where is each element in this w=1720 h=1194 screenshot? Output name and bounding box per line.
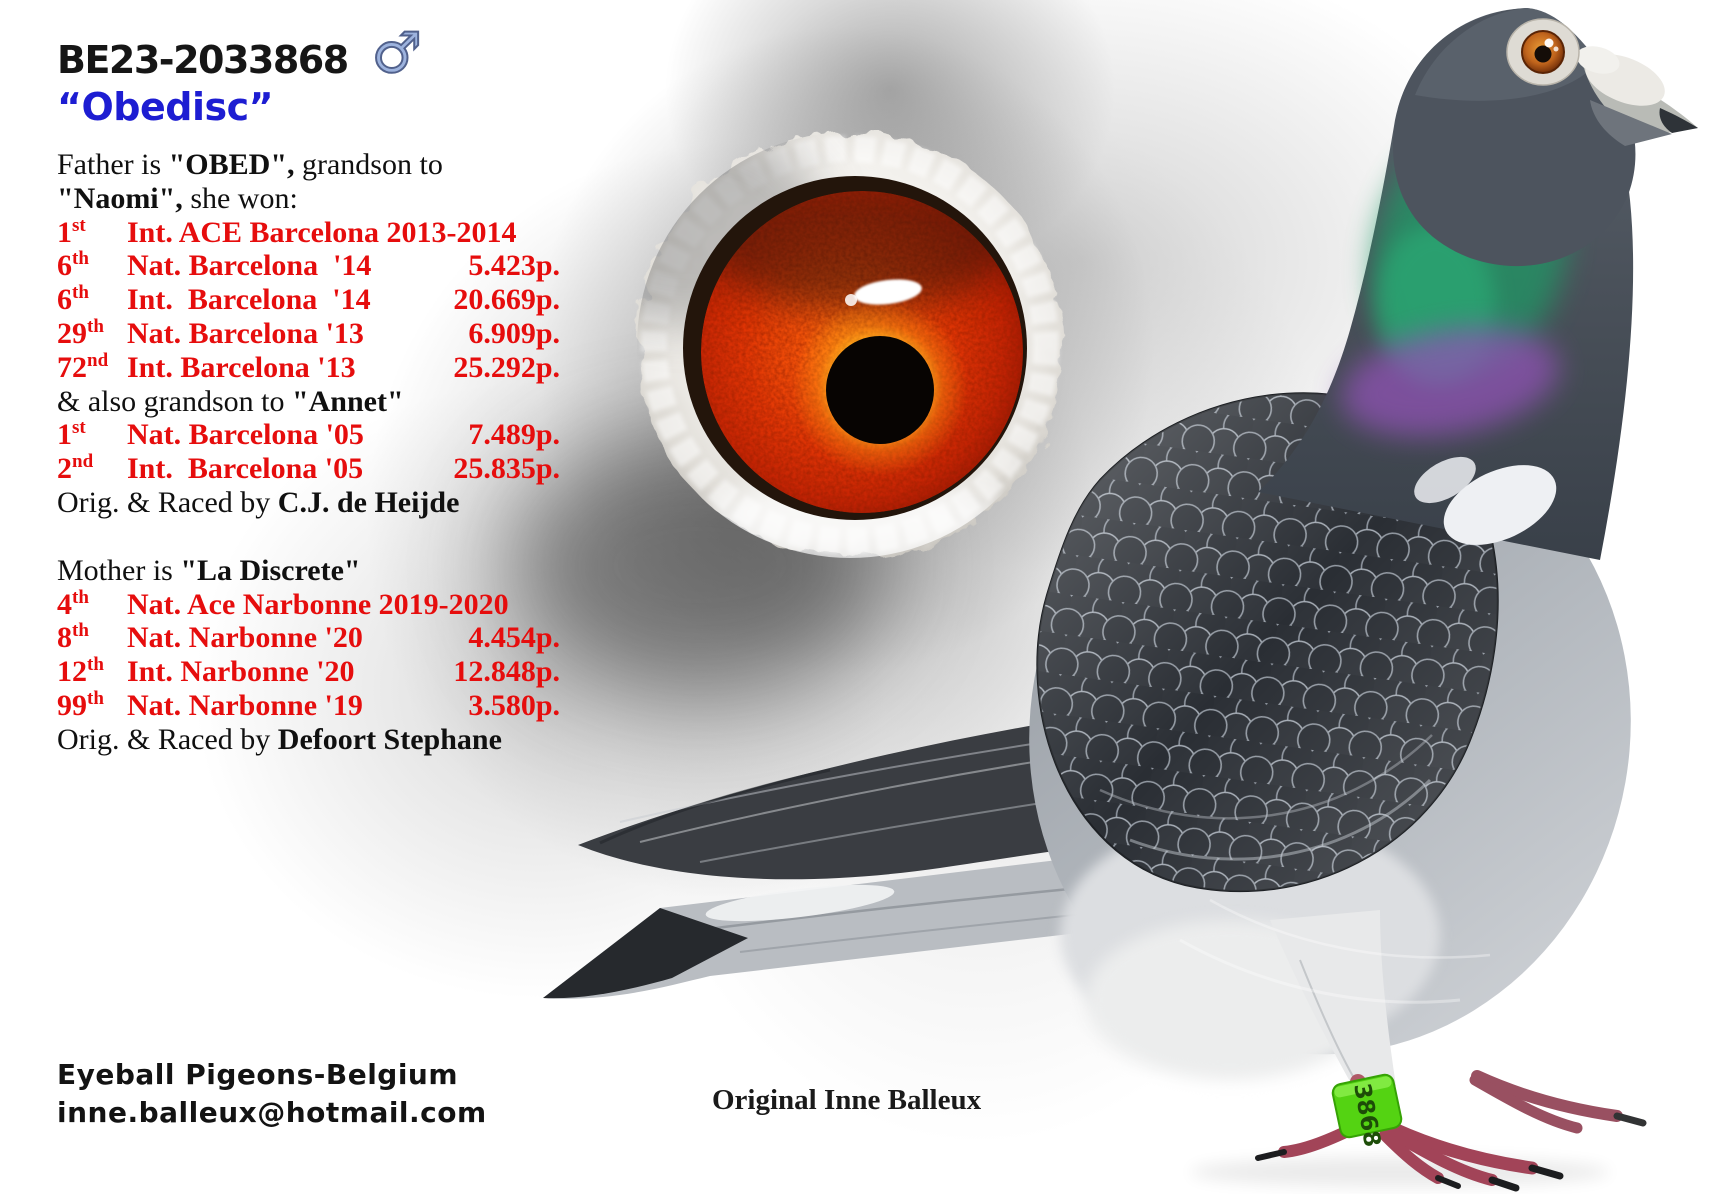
pigeon-foot-back <box>1469 1070 1647 1134</box>
result-row: 6th Nat. Barcelona '14 5.423p. <box>57 248 560 283</box>
section-gap <box>57 520 560 554</box>
father-grandson-line: & also grandson to "Annet" <box>57 384 404 418</box>
pigeon-thigh-feathers <box>1270 910 1396 1092</box>
contact-email: inne.balleux@hotmail.com <box>57 1096 487 1129</box>
male-symbol-icon: ♂ <box>371 21 423 86</box>
father-intro-line2: "Naomi", she won: <box>57 181 298 215</box>
result-row: 99th Nat. Narbonne '19 3.580p. <box>57 687 560 722</box>
result-row: 1st Nat. Barcelona '05 7.489p. <box>57 417 560 452</box>
pigeon-beak <box>1576 46 1698 146</box>
pigeon-shoulder-patch <box>1414 456 1557 545</box>
pigeon-eye <box>1506 18 1580 86</box>
eye-photo <box>510 132 1063 695</box>
mother-raced-by: Orig. & Raced by Defoort Stephane <box>57 722 502 756</box>
ring-number: BE23-2033868 <box>57 38 349 82</box>
result-row: 1st Int. ACE Barcelona 2013-2014 <box>57 214 517 249</box>
pigeon-tail-tip <box>543 908 748 999</box>
pigeon-belly-streaks <box>1179 898 1491 1004</box>
brand-name: Eyeball Pigeons-Belgium <box>57 1058 459 1091</box>
eye-pupil <box>826 336 934 444</box>
result-row: 6th Int. Barcelona '14 20.669p. <box>57 282 560 317</box>
result-row: 4th Nat. Ace Narbonne 2019-2020 <box>57 586 509 621</box>
result-row: 8th Nat. Narbonne '20 4.454p. <box>57 620 560 655</box>
pigeon-photo: 3868 <box>543 8 1698 1192</box>
eye-iris <box>701 191 1023 513</box>
pigeon-name: “Obedisc” <box>57 85 274 129</box>
father-intro-line1: Father is "OBED", grandson to <box>57 148 443 181</box>
title-block: BE23-2033868 ♂ “Obedisc” <box>57 25 423 130</box>
mother-intro-line: Mother is "La Discrete" <box>57 553 361 587</box>
photo-credit: Original Inne Balleux <box>712 1084 982 1116</box>
pigeon-legs: 3868 <box>1255 910 1647 1192</box>
pigeon-neck-purple <box>1341 327 1559 437</box>
leg-band: 3868 <box>1331 1073 1403 1149</box>
father-results: 1st Int. ACE Barcelona 2013-2014 6th Nat… <box>57 216 560 385</box>
footer-brand-block: Eyeball Pigeons-Belgium inne.balleux@hot… <box>57 1056 487 1132</box>
pedigree-text: Father is "OBED", grandson to "Naomi", s… <box>57 148 560 757</box>
result-row: 2nd Int. Barcelona '05 25.835p. <box>57 451 560 486</box>
pigeon-wing-underline <box>705 884 895 922</box>
eye-highlight <box>854 279 922 305</box>
mother-results: 4th Nat. Ace Narbonne 2019-2020 8th Nat.… <box>57 588 560 723</box>
result-row: 72nd Int. Barcelona '13 25.292p. <box>57 349 560 384</box>
result-row: 29th Nat. Barcelona '13 6.909p. <box>57 315 560 350</box>
father-raced-by: Orig. & Raced by C.J. de Heijde <box>57 485 460 519</box>
result-row: 12th Int. Narbonne '20 12.848p. <box>57 654 560 689</box>
father-results-annet: 1st Nat. Barcelona '05 7.489p. 2nd Int. … <box>57 418 560 486</box>
pigeon-wing-shield <box>1036 392 1499 893</box>
